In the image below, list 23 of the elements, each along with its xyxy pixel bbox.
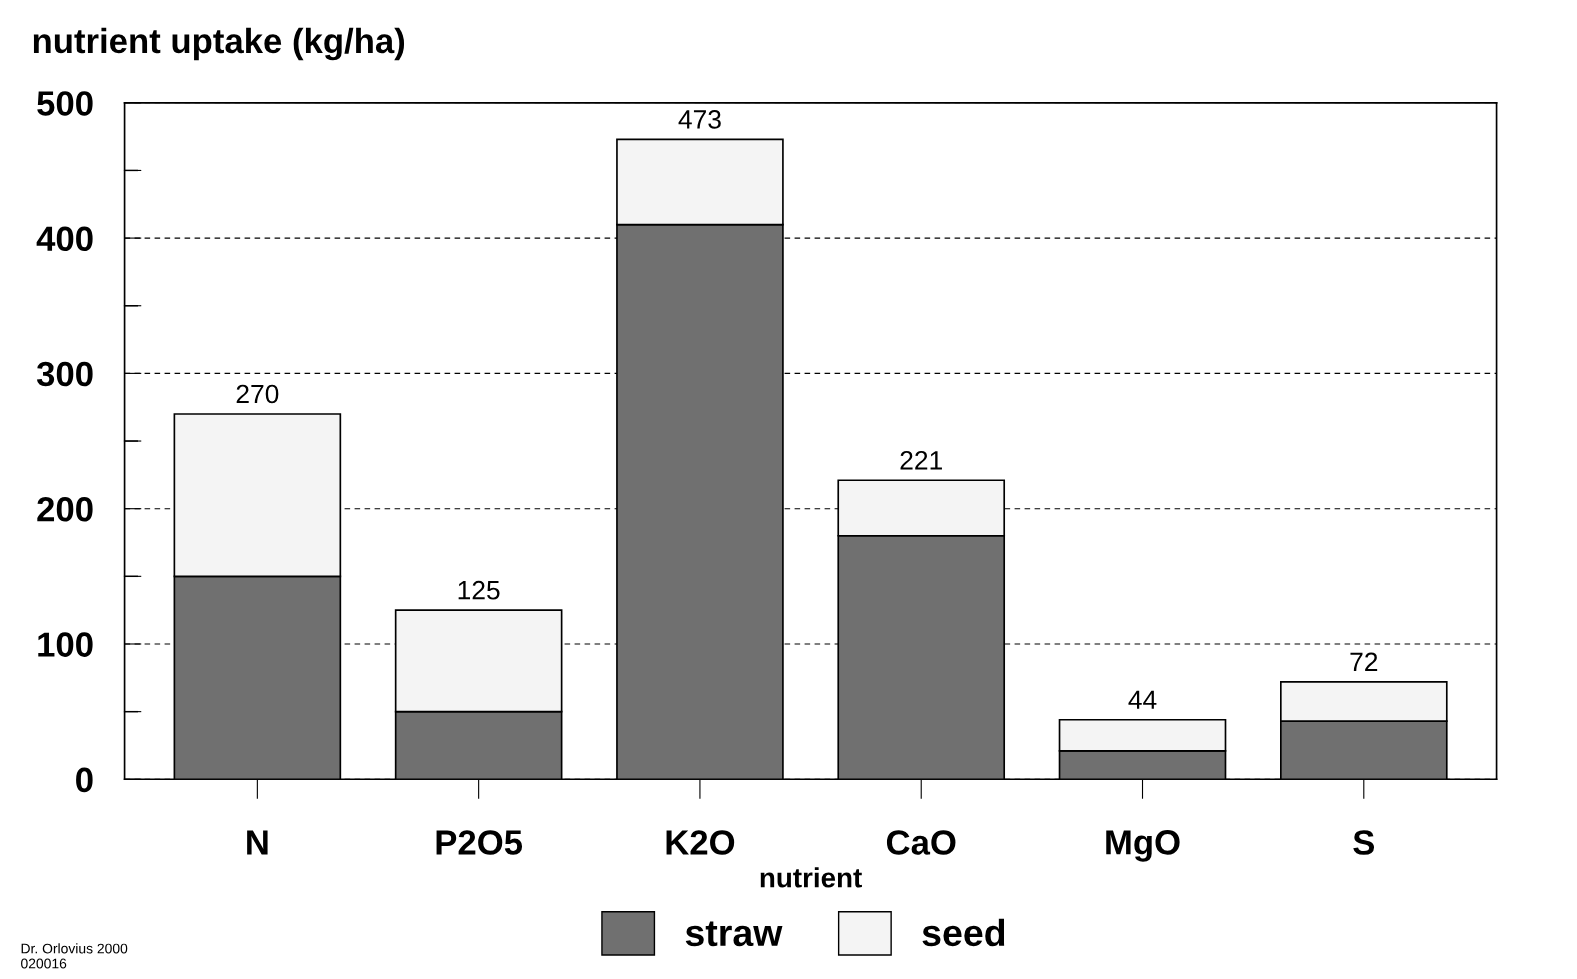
x-tick-label: S — [1353, 830, 1375, 855]
y-tick-label: 200 — [37, 497, 93, 522]
y-tick-label: 500 — [37, 91, 93, 116]
x-tick-label: P2O5 — [436, 830, 523, 855]
total-label: 221 — [900, 450, 942, 470]
total-label: 72 — [1350, 652, 1378, 671]
total-label: 44 — [1128, 690, 1157, 709]
x-axis-title: nutrient — [760, 867, 862, 888]
legend-label: straw — [685, 921, 783, 947]
total-label: 125 — [458, 580, 500, 600]
y-tick-label: 300 — [36, 361, 93, 387]
chart-title: nutrient uptake (kg/ha) — [33, 27, 405, 61]
y-tick-label: 100 — [38, 632, 93, 657]
x-tick-label: MgO — [1106, 830, 1180, 862]
legend-label: seed — [922, 918, 1005, 947]
total-label: 473 — [678, 110, 721, 129]
x-tick-label: K2O — [666, 830, 735, 855]
y-tick-label: 0 — [76, 767, 93, 793]
text: Dr. Orlovius 2000 020016 — [21, 943, 128, 969]
x-tick-label: N — [247, 830, 268, 855]
x-tick-label: CaO — [886, 830, 956, 855]
y-tick-label: 400 — [36, 226, 93, 252]
total-label: 270 — [236, 384, 279, 404]
